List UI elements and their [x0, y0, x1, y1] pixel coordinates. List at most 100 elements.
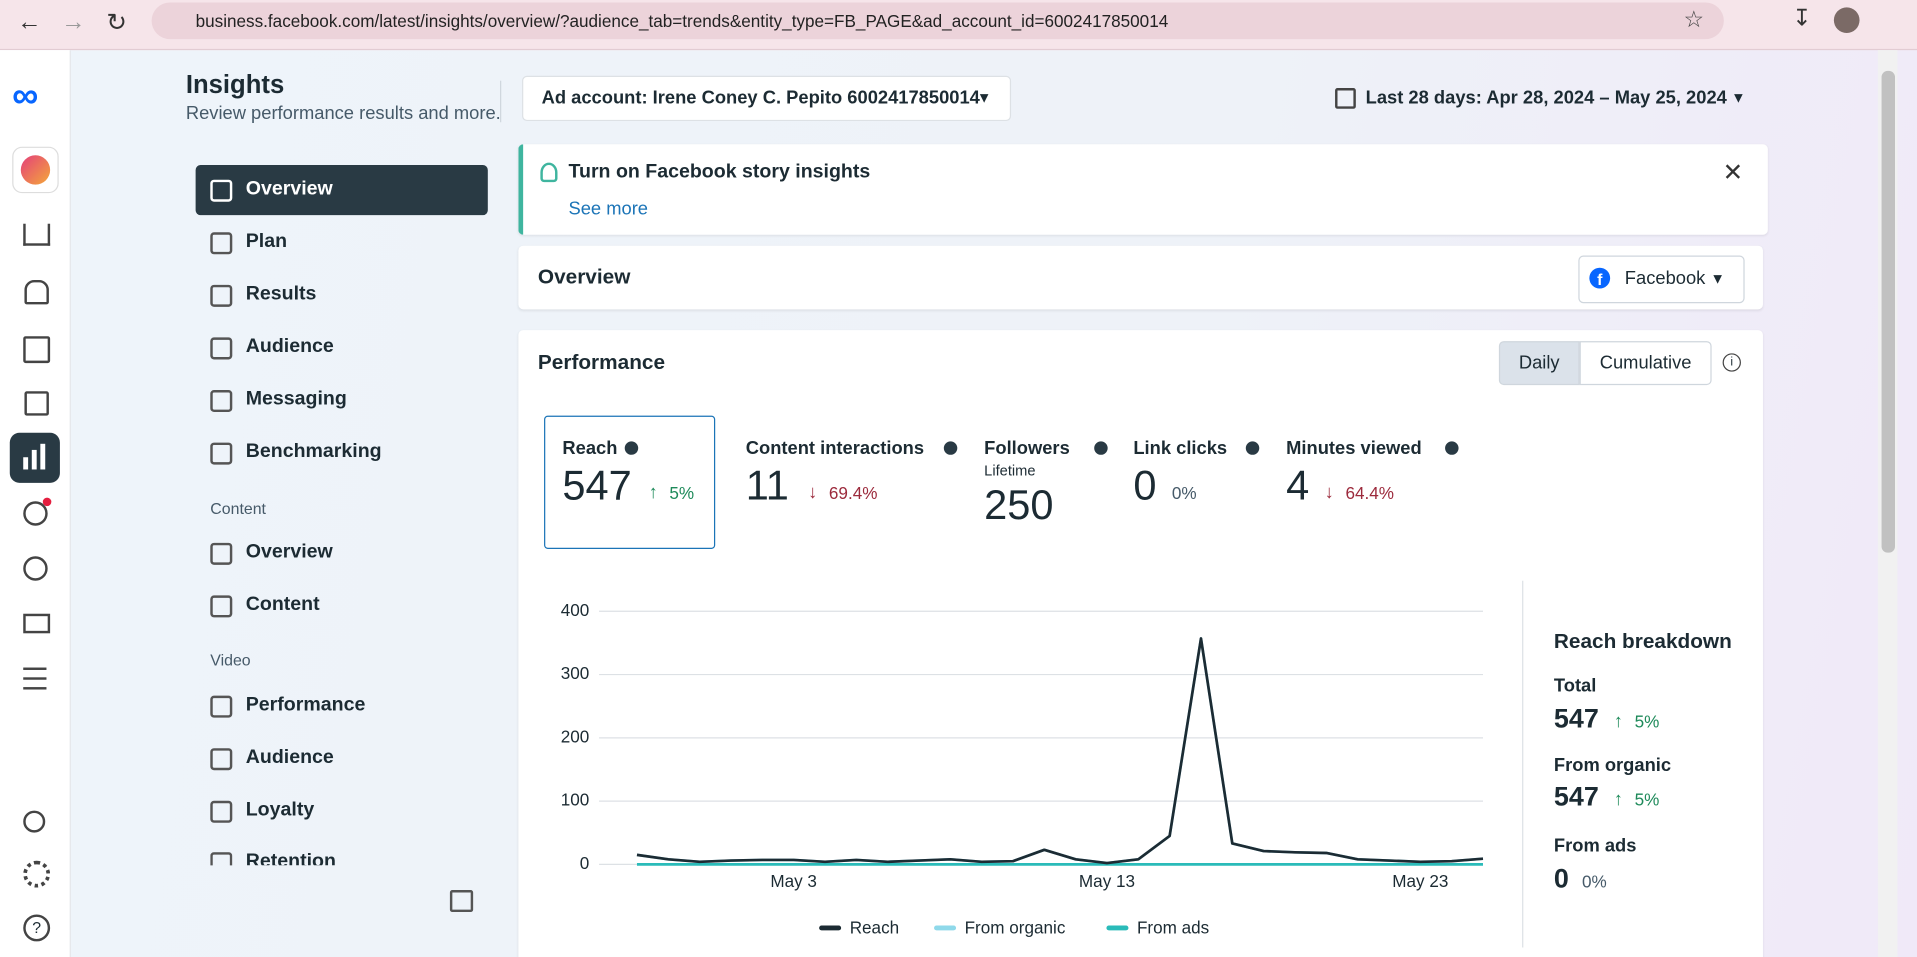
change-arrow: ↑ [1613, 710, 1623, 732]
menu-icon[interactable] [23, 667, 47, 690]
metric-value: 4 [1286, 462, 1310, 510]
bulb-icon [540, 162, 558, 183]
metric-label[interactable]: Minutes viewed [1286, 438, 1422, 460]
change-arrow: ↑ [1613, 789, 1623, 810]
url-text: business.facebook.com/latest/insights/ov… [195, 11, 1169, 31]
breakdown-value: 547 [1553, 781, 1599, 812]
info-dot [943, 441, 958, 455]
nav-section-title: Content [210, 499, 266, 518]
nav-icon [210, 337, 233, 360]
nav-section-title: Video [210, 651, 251, 670]
breakdown-label: From ads [1553, 835, 1637, 857]
url-bar[interactable] [151, 2, 1724, 40]
download-button[interactable]: ↧ [1792, 6, 1812, 32]
nav-item[interactable]: Audience [245, 336, 334, 357]
platform-text: Facebook [1624, 268, 1706, 290]
nav-active-bg[interactable] [195, 165, 488, 216]
nav-item[interactable]: Retention [245, 850, 336, 872]
breakdown-value: 0 [1553, 863, 1569, 894]
header-divider [500, 80, 502, 123]
metric-change: 69.4% [828, 482, 878, 503]
ad-account-button[interactable] [522, 75, 1012, 122]
ads-icon[interactable] [23, 613, 51, 634]
toggle-label: Cumulative [1599, 352, 1692, 374]
nav-icon [210, 695, 233, 718]
info-icon[interactable]: i [1722, 353, 1741, 372]
metric-sublabel: Lifetime [984, 462, 1036, 480]
home-icon[interactable] [23, 223, 51, 246]
nav-icon [210, 390, 233, 413]
monetization-icon[interactable] [23, 556, 48, 581]
dropdown-caret: ▼ [1731, 89, 1746, 107]
breakdown-change: 0% [1582, 871, 1607, 892]
scrollbar-thumb[interactable] [1881, 70, 1895, 553]
metric-change: 64.4% [1345, 482, 1394, 503]
calendar-icon[interactable] [23, 336, 51, 364]
nav-icon [210, 179, 233, 202]
nav-item[interactable]: Overview [245, 178, 333, 200]
collapse-nav-button[interactable] [449, 890, 474, 913]
metric-value: 11 [745, 462, 789, 510]
nav-item[interactable]: Benchmarking [245, 441, 382, 463]
nav-icon [210, 542, 233, 565]
dropdown-caret: ▼ [1710, 270, 1725, 288]
nav-item[interactable]: Performance [245, 694, 366, 716]
banner-link[interactable]: See more [568, 198, 649, 220]
overview-title: Overview [537, 265, 631, 289]
calendar-icon [1335, 88, 1356, 109]
notifications-icon[interactable] [24, 279, 49, 305]
date-range[interactable]: Last 28 days: Apr 28, 2024 – May 25, 202… [1365, 87, 1727, 109]
help-icon[interactable]: ? [23, 914, 51, 942]
profile-avatar[interactable] [1833, 7, 1860, 34]
info-dot [1245, 441, 1260, 455]
metric-selected[interactable] [544, 415, 716, 549]
inbox-icon[interactable] [23, 501, 48, 526]
toggle-label: Daily [1518, 352, 1560, 374]
search-icon[interactable] [23, 810, 46, 833]
metric-label[interactable]: Content interactions [745, 438, 925, 460]
toggle-button[interactable] [1579, 341, 1712, 386]
facebook-icon: f [1589, 267, 1611, 289]
breakdown-value: 547 [1553, 702, 1599, 734]
dropdown-caret: ▼ [976, 89, 992, 107]
nav-icon [210, 748, 233, 771]
page-avatar[interactable] [12, 146, 59, 194]
breakdown-label: From organic [1553, 754, 1672, 776]
change-arrow: ↓ [808, 482, 818, 504]
toggle-button[interactable] [1498, 341, 1580, 386]
nav-icon [210, 595, 233, 618]
nav-icon [210, 442, 233, 465]
breakdown-change: 5% [1634, 789, 1660, 810]
story-insights-banner [518, 144, 1768, 235]
nav-item[interactable]: Loyalty [245, 799, 315, 821]
metric-change: 5% [669, 482, 695, 503]
banner-title: Turn on Facebook story insights [568, 161, 871, 183]
nav-item[interactable]: Content [245, 594, 320, 615]
nav-item[interactable]: Messaging [245, 388, 347, 410]
breakdown-title: Reach breakdown [1553, 629, 1732, 653]
nav-item[interactable]: Results [245, 283, 317, 305]
reload-button[interactable]: ↻ [106, 9, 127, 37]
nav-icon [210, 284, 233, 307]
metric-value: 250 [984, 482, 1054, 529]
nav-item[interactable]: Audience [245, 746, 334, 768]
nav-item[interactable]: Plan [245, 231, 288, 252]
settings-icon[interactable] [23, 860, 51, 888]
bookmark-star[interactable]: ☆ [1683, 7, 1705, 34]
metric-label[interactable]: Reach [562, 438, 618, 460]
back-button[interactable]: ← [17, 8, 42, 36]
close-button[interactable]: ✕ [1722, 159, 1744, 187]
nav-icon [210, 232, 233, 255]
nav-item[interactable]: Overview [245, 541, 333, 563]
metric-label[interactable]: Followers [984, 438, 1070, 460]
breakdown-label: Total [1553, 675, 1597, 697]
metric-label[interactable]: Link clicks [1133, 438, 1228, 460]
meta-logo[interactable]: ∞ [12, 75, 39, 117]
forward-button[interactable]: → [61, 8, 86, 36]
page-subtitle: Review performance results and more. [185, 103, 501, 125]
metric-value: 0 [1133, 462, 1157, 510]
content-icon[interactable] [24, 391, 49, 416]
insights-icon[interactable] [9, 432, 60, 483]
metric-change: 0% [1171, 482, 1197, 503]
chart-divider [1522, 580, 1524, 948]
